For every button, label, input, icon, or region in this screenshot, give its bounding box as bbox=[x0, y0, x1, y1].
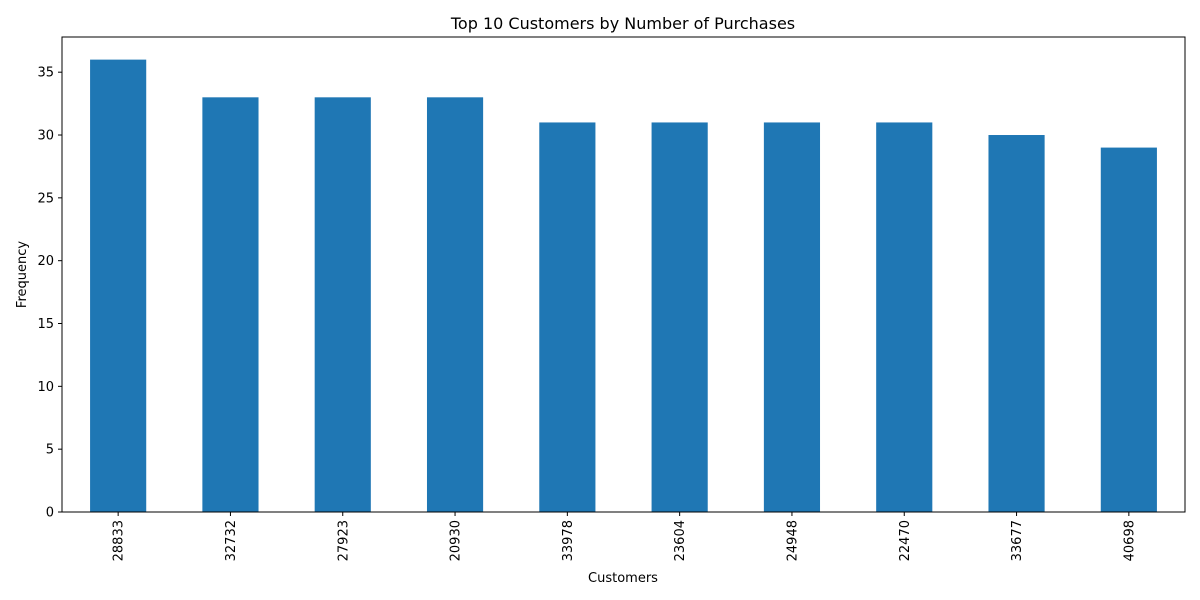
y-tick-label: 10 bbox=[37, 380, 54, 395]
x-tick-label: 20930 bbox=[449, 520, 464, 561]
bar-20930 bbox=[426, 97, 484, 513]
bar-23604 bbox=[651, 122, 708, 512]
bars-group bbox=[90, 59, 1157, 513]
y-axis-ticks: 0 5 10 15 20 25 30 35 bbox=[37, 66, 62, 521]
x-axis-ticks: 28833 32732 27923 20930 33978 23604 24948 22470… bbox=[112, 512, 1137, 561]
x-tick-label: 28833 bbox=[112, 520, 127, 561]
x-axis-label: Customers bbox=[588, 571, 658, 586]
bar-27923 bbox=[314, 97, 371, 513]
y-tick-label: 5 bbox=[46, 443, 54, 458]
x-tick-label: 27923 bbox=[336, 520, 351, 561]
x-tick-label: 33978 bbox=[561, 520, 576, 561]
y-tick-label: 20 bbox=[37, 254, 54, 269]
y-tick-label: 15 bbox=[37, 317, 54, 332]
y-axis-label: Frequency bbox=[15, 241, 30, 308]
x-tick-label: 22470 bbox=[898, 520, 913, 561]
bar-33677 bbox=[988, 135, 1045, 512]
bar-33978 bbox=[539, 122, 596, 512]
x-tick-label: 23604 bbox=[673, 520, 688, 561]
x-tick-label: 24948 bbox=[785, 520, 800, 561]
y-tick-label: 35 bbox=[37, 66, 54, 81]
bar-32732 bbox=[202, 97, 259, 513]
x-tick-label: 32732 bbox=[224, 520, 239, 561]
x-tick-label: 33677 bbox=[1010, 520, 1025, 561]
bar-40698 bbox=[1100, 147, 1157, 512]
y-tick-label: 25 bbox=[37, 191, 54, 206]
y-tick-label: 0 bbox=[46, 506, 54, 521]
bar-28833 bbox=[90, 59, 147, 512]
bar-22470 bbox=[876, 122, 933, 512]
plot-frame bbox=[61, 36, 1186, 513]
y-tick-label: 30 bbox=[37, 129, 54, 144]
bar-24948 bbox=[763, 122, 821, 512]
chart-title: Top 10 Customers by Number of Purchases bbox=[450, 14, 795, 33]
x-tick-label: 40698 bbox=[1122, 520, 1137, 561]
